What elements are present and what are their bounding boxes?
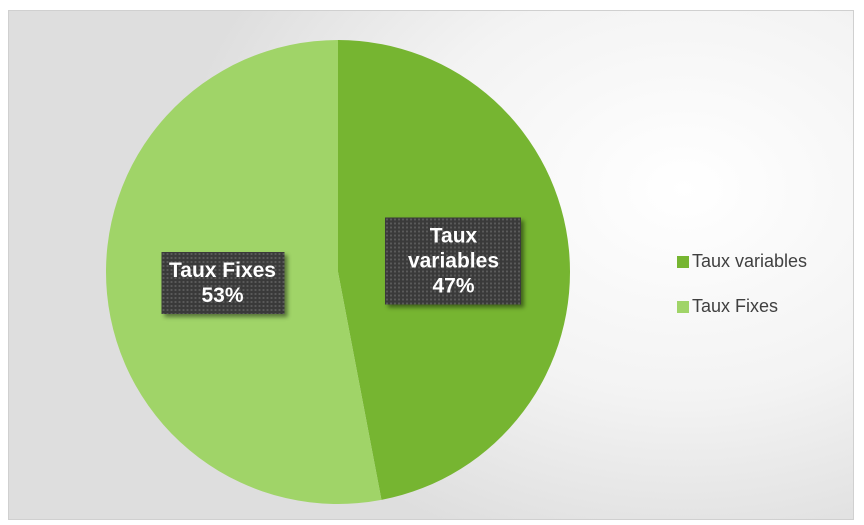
legend-swatch — [677, 300, 689, 313]
data-label: Taux Fixes 53% — [161, 251, 284, 314]
data-label-category: Taux variables — [407, 224, 500, 273]
legend-item: Taux Fixes — [677, 284, 807, 329]
legend: Taux variables Taux Fixes — [677, 239, 807, 329]
chart: Taux variables Taux Fixes Taux variables 4… — [8, 10, 854, 520]
legend-label: Taux Fixes — [692, 296, 779, 316]
data-label-value: 53% — [201, 283, 244, 307]
legend-label: Taux variables — [692, 251, 808, 271]
data-label-value: 47% — [432, 274, 475, 298]
data-label: Taux variables 47% — [385, 217, 522, 305]
data-label-category: Taux Fixes — [169, 258, 276, 282]
legend-item: Taux variables — [677, 239, 807, 284]
legend-swatch — [677, 255, 689, 268]
